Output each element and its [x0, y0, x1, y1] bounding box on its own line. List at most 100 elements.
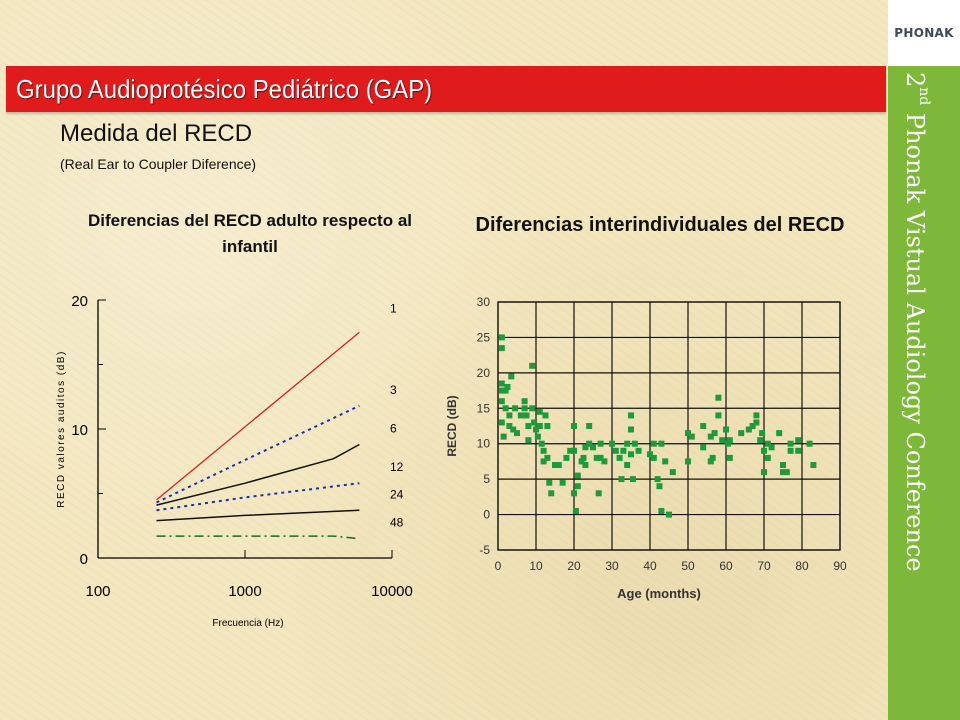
chart2-data-point [745, 426, 752, 433]
chart1-y-tick-label: 20 [71, 293, 88, 310]
chart2-y-tick-label: 25 [477, 330, 491, 344]
chart2-data-point [780, 469, 786, 476]
page-title: Grupo Audioprotésico Pediátrico (GAP) [16, 74, 433, 104]
chart1-x-tick-label: 100 [85, 583, 110, 600]
chart2-data-point [498, 387, 505, 394]
chart2-data-point [761, 447, 767, 454]
chart2-data-point [647, 451, 653, 458]
chart2-data-point [757, 437, 764, 444]
logo: PHONAK [888, 0, 960, 66]
chart1-series-label-1: 1 [390, 301, 397, 315]
chart2-data-point [624, 462, 631, 468]
chart2-data-point [498, 345, 505, 352]
chart2-data-point [546, 479, 553, 486]
chart2-data-point [628, 426, 634, 433]
chart2-data-point [753, 412, 760, 419]
chart2-data-point [533, 426, 539, 433]
logo-text: PHONAK [894, 26, 954, 40]
chart2-data-point [534, 433, 541, 440]
chart2-data-point [738, 430, 745, 437]
chart2-data-point [662, 458, 669, 465]
chart2-data-point [590, 444, 596, 451]
chart2-data-point [572, 508, 579, 514]
chart2-y-axis-label: RECD (dB) [445, 395, 459, 456]
chart2-data-point [498, 380, 505, 387]
chart2-data-point [512, 405, 519, 412]
chart2-data-point [715, 394, 722, 401]
chart2-data-point [574, 472, 581, 479]
chart2-title: Diferencias interindividuales del RECD [475, 214, 845, 236]
chart2-data-point [531, 419, 538, 426]
chart2-data-point [707, 433, 714, 440]
chart2-data-point [780, 462, 786, 468]
chart2-x-tick-label: 40 [643, 559, 657, 573]
chart2-data-point [521, 405, 528, 412]
chart2-data-point [612, 447, 619, 454]
chart2-data-point [609, 440, 615, 447]
chart2-data-point [685, 430, 691, 437]
chart1-series-label-6: 6 [390, 421, 397, 435]
chart1-series-line-24 [156, 509, 360, 522]
chart2-data-point [723, 426, 729, 433]
chart2-data-point [658, 508, 665, 514]
chart2-data-point [650, 454, 657, 461]
chart2-data-point [795, 447, 802, 454]
chart2-data-point [700, 444, 707, 451]
chart2-data-point [571, 447, 577, 454]
chart2-data-point [517, 412, 524, 419]
chart2-data-point [504, 384, 511, 390]
chart1-series-line-6 [156, 443, 360, 506]
chart2-data-point [768, 444, 775, 451]
chart2-data-point [787, 440, 794, 447]
chart2-data-point [616, 454, 623, 461]
chart2-data-point [628, 451, 634, 458]
chart2-x-tick-label: 70 [757, 559, 771, 573]
chart2-y-tick-label: 10 [477, 437, 491, 451]
chart1-title: Diferencias del RECD adulto respecto al … [87, 211, 413, 256]
chart1-x-tick-label: 10000 [371, 583, 413, 600]
chart2-x-tick-label: 50 [681, 559, 695, 573]
chart2-data-point [586, 440, 593, 447]
chart2-data-point [544, 423, 551, 429]
chart1-y-tick-label: 10 [71, 422, 88, 439]
chart2-data-point [764, 454, 771, 461]
chart2-data-point [508, 373, 515, 380]
chart2-data-point [542, 412, 549, 419]
chart1-y-axis-label: RECD valores auditos (dB) [56, 350, 67, 508]
chart2-data-point [514, 430, 520, 437]
slide-subsubtitle: (Real Ear to Coupler Diference) [60, 156, 257, 172]
chart1-series-line-3 [156, 404, 360, 504]
chart2-x-tick-label: 0 [495, 559, 502, 573]
conference-title-post: Phonak Vistual Audiology Conference [901, 105, 929, 572]
chart2-y-tick-label: 15 [477, 401, 491, 415]
chart1-series-line-1 [156, 331, 360, 501]
chart2-data-point [563, 454, 570, 461]
chart2-y-tick-label: 5 [483, 472, 490, 486]
chart2-data-point [540, 458, 547, 465]
chart1-series-label-48: 48 [390, 516, 404, 530]
chart2-data-point [544, 454, 551, 461]
chart2-data-point [749, 423, 756, 429]
chart2-y-tick-label: 20 [477, 366, 491, 380]
chart2-data-point [498, 334, 505, 341]
chart2-data-point [502, 405, 509, 412]
chart2-data-point [601, 458, 608, 465]
chart2-data-point [658, 440, 665, 447]
chart2-data-point [795, 437, 802, 444]
chart2-data-point [787, 447, 794, 454]
chart2-data-point [629, 476, 636, 483]
chart2-data-point [726, 454, 733, 461]
chart2-data-point [595, 490, 602, 497]
chart2-data-point [582, 444, 589, 451]
chart2-x-axis-label: Age (months) [617, 586, 701, 601]
conference-band [888, 66, 960, 720]
chart2-data-point [525, 423, 532, 429]
chart2-data-point [724, 440, 731, 447]
chart1-series-label-24: 24 [390, 487, 404, 501]
chart2-data-point [580, 454, 587, 461]
slide-subtitle: Medida del RECD [60, 120, 253, 147]
chart2-data-point [685, 458, 691, 465]
chart2-data-point [540, 447, 547, 454]
chart2-data-point [669, 469, 676, 476]
